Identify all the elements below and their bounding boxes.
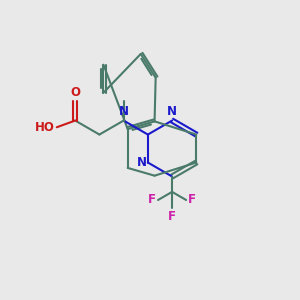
Text: N: N [136, 156, 146, 169]
Text: F: F [188, 194, 196, 206]
Text: HO: HO [35, 121, 55, 134]
Text: N: N [167, 105, 177, 118]
Text: F: F [148, 194, 156, 206]
Text: O: O [70, 86, 80, 99]
Text: F: F [168, 210, 176, 223]
Text: N: N [118, 105, 129, 118]
